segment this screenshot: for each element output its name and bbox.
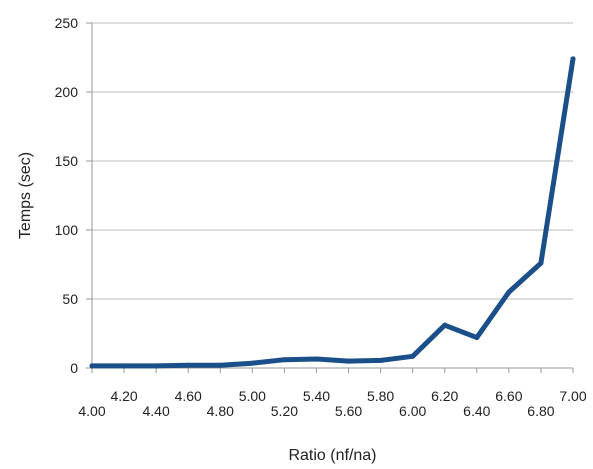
data-point — [89, 363, 95, 369]
x-tick-label: 6.60 — [495, 388, 522, 404]
x-tick-label: 4.40 — [143, 403, 170, 419]
chart-axes — [86, 22, 574, 373]
data-point — [313, 356, 319, 362]
data-point — [378, 357, 384, 363]
data-point — [121, 363, 127, 369]
data-point — [153, 363, 159, 369]
x-tick-label: 5.80 — [367, 388, 394, 404]
x-tick-label: 6.00 — [399, 403, 426, 419]
x-tick-label: 5.00 — [239, 388, 266, 404]
data-point — [249, 360, 255, 366]
series-lines — [89, 56, 576, 369]
y-tick-label: 200 — [55, 84, 79, 100]
x-tick-label: 7.00 — [559, 388, 586, 404]
x-tick-label: 6.40 — [463, 403, 490, 419]
y-tick-label: 50 — [62, 291, 78, 307]
x-tick-label: 5.20 — [271, 403, 298, 419]
x-tick-labels: 4.00 4.20 4.40 4.60 4.80 5.00 5.20 5.40 5.60 5.80… — [78, 388, 586, 419]
x-tick-label: 4.20 — [110, 388, 137, 404]
x-tick-label: 5.40 — [303, 388, 330, 404]
y-axis-title: Temps (sec) — [17, 152, 34, 239]
x-tick-label: 5.60 — [335, 403, 362, 419]
y-tick-label: 250 — [55, 15, 79, 31]
y-tick-label: 100 — [55, 222, 79, 238]
data-point — [281, 357, 287, 363]
data-point — [346, 358, 352, 364]
x-tick-label: 4.60 — [175, 388, 202, 404]
data-point — [506, 289, 512, 295]
series-line-0 — [89, 56, 576, 369]
data-point — [410, 353, 416, 359]
x-tick-label: 4.00 — [78, 403, 105, 419]
y-tick-label: 0 — [70, 360, 78, 376]
data-point — [217, 362, 223, 368]
x-tick-label: 6.20 — [431, 388, 458, 404]
data-point — [538, 260, 544, 266]
data-point — [570, 56, 576, 62]
data-point — [474, 335, 480, 341]
y-tick-labels: 0 50 100 150 200 250 — [55, 15, 79, 376]
data-points — [89, 56, 576, 369]
grid-lines — [92, 22, 573, 300]
x-axis-title: Ratio (nf/na) — [288, 447, 376, 464]
x-tick-label: 4.80 — [207, 403, 234, 419]
y-tick-label: 150 — [55, 153, 79, 169]
data-point — [185, 362, 191, 368]
data-point — [442, 322, 448, 328]
x-tick-label: 6.80 — [527, 403, 554, 419]
